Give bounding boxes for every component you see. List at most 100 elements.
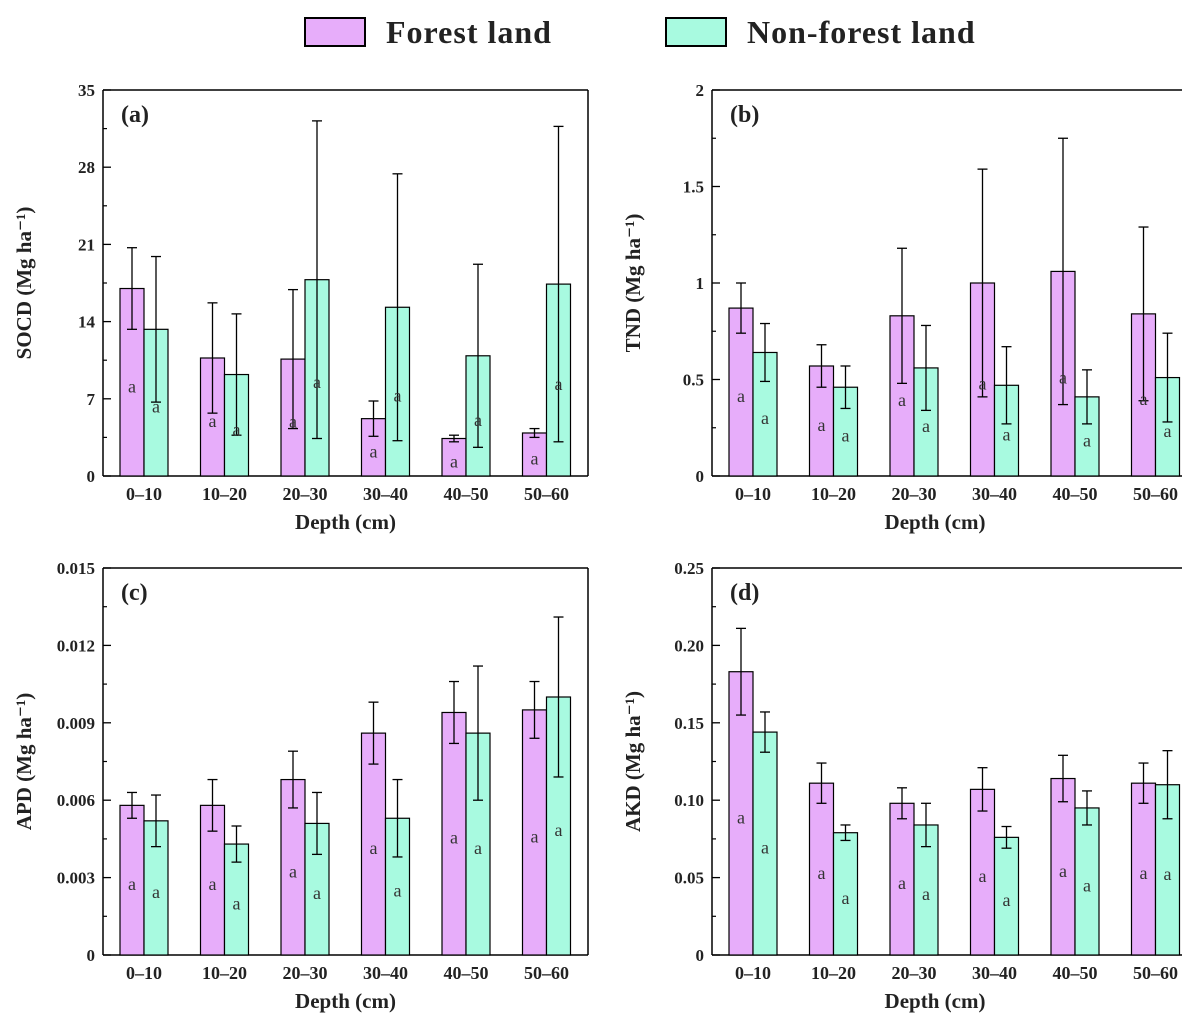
significance-letter: a bbox=[922, 416, 930, 436]
legend-label-forest: Forest land bbox=[386, 13, 552, 50]
y-tick-label: 14 bbox=[78, 313, 96, 332]
significance-letter: a bbox=[761, 408, 769, 428]
bar-nonforest bbox=[993, 836, 1020, 956]
x-tick-label: 0–10 bbox=[735, 484, 771, 504]
significance-letter: a bbox=[842, 888, 850, 908]
bar-forest bbox=[728, 671, 754, 956]
y-tick-label: 0.25 bbox=[674, 559, 704, 578]
x-tick-label: 50–60 bbox=[1133, 484, 1178, 504]
x-tick-label: 10–20 bbox=[202, 484, 247, 504]
panel-label: (b) bbox=[730, 102, 759, 128]
significance-letter: a bbox=[1140, 389, 1148, 409]
x-tick-label: 0–10 bbox=[126, 963, 162, 983]
significance-letter: a bbox=[128, 874, 136, 894]
chart-panel-2: 00.511.520–10aa10–20aa20–30aa30–40aa40–5… bbox=[621, 81, 1182, 534]
x-tick-label: 0–10 bbox=[126, 484, 162, 504]
panel-label: (c) bbox=[121, 580, 148, 606]
significance-letter: a bbox=[1083, 875, 1091, 895]
chart-panel-4: 00.050.100.150.200.250–10aa10–20aa20–30a… bbox=[621, 559, 1182, 1013]
y-tick-label: 2 bbox=[696, 81, 705, 100]
significance-letter: a bbox=[1164, 421, 1172, 441]
x-tick-label: 20–30 bbox=[283, 484, 328, 504]
legend: Forest land Non-forest land bbox=[0, 0, 1182, 60]
y-tick-label: 0.20 bbox=[674, 636, 704, 655]
y-tick-label: 0 bbox=[696, 946, 705, 965]
significance-letter: a bbox=[818, 863, 826, 883]
x-tick-label: 30–40 bbox=[363, 963, 408, 983]
x-tick-label: 20–30 bbox=[283, 963, 328, 983]
x-tick-label: 0–10 bbox=[735, 963, 771, 983]
bar-forest bbox=[119, 287, 145, 477]
significance-letter: a bbox=[152, 882, 160, 902]
y-tick-label: 0.003 bbox=[57, 869, 95, 888]
y-tick-label: 0.012 bbox=[57, 636, 95, 655]
legend-label-nonforest: Non-forest land bbox=[747, 13, 976, 50]
x-axis-label: Depth (cm) bbox=[885, 510, 986, 534]
x-tick-label: 10–20 bbox=[202, 963, 247, 983]
significance-letter: a bbox=[531, 826, 539, 846]
significance-letter: a bbox=[450, 451, 458, 471]
significance-letter: a bbox=[737, 386, 745, 406]
y-axis-label: APD (Mg ha⁻¹) bbox=[12, 693, 36, 831]
x-tick-label: 30–40 bbox=[363, 484, 408, 504]
bar-nonforest bbox=[465, 732, 491, 956]
significance-letter: a bbox=[979, 374, 987, 394]
significance-letter: a bbox=[233, 894, 241, 914]
significance-letter: a bbox=[450, 828, 458, 848]
significance-letter: a bbox=[1003, 425, 1011, 445]
x-tick-label: 10–20 bbox=[811, 484, 856, 504]
x-tick-label: 20–30 bbox=[892, 963, 937, 983]
significance-letter: a bbox=[474, 838, 482, 858]
legend-swatch-forest bbox=[304, 17, 366, 47]
significance-letter: a bbox=[979, 866, 987, 886]
x-tick-label: 20–30 bbox=[892, 484, 937, 504]
significance-letter: a bbox=[1003, 890, 1011, 910]
significance-letter: a bbox=[474, 410, 482, 430]
y-axis-label: SOCD (Mg ha⁻¹) bbox=[12, 207, 36, 360]
significance-letter: a bbox=[531, 448, 539, 468]
panel-label: (a) bbox=[121, 102, 149, 128]
x-tick-label: 40–50 bbox=[1053, 484, 1098, 504]
x-tick-label: 30–40 bbox=[972, 963, 1017, 983]
y-tick-label: 0 bbox=[87, 946, 96, 965]
bar-nonforest bbox=[832, 832, 859, 956]
significance-letter: a bbox=[555, 820, 563, 840]
bar-forest bbox=[808, 782, 835, 956]
x-tick-label: 40–50 bbox=[1053, 963, 1098, 983]
significance-letter: a bbox=[394, 881, 402, 901]
significance-letter: a bbox=[898, 390, 906, 410]
bar-forest bbox=[119, 804, 145, 956]
bar-forest bbox=[441, 437, 467, 477]
significance-letter: a bbox=[1059, 861, 1067, 881]
bar-nonforest bbox=[752, 731, 778, 956]
significance-letter: a bbox=[289, 861, 297, 881]
significance-letter: a bbox=[313, 372, 321, 392]
legend-item-nonforest: Non-forest land bbox=[665, 14, 976, 50]
significance-letter: a bbox=[233, 419, 241, 439]
significance-letter: a bbox=[289, 412, 297, 432]
x-tick-label: 50–60 bbox=[1133, 963, 1178, 983]
significance-letter: a bbox=[313, 883, 321, 903]
significance-letter: a bbox=[394, 386, 402, 406]
bar-nonforest bbox=[304, 822, 330, 956]
significance-letter: a bbox=[898, 873, 906, 893]
y-tick-label: 0.10 bbox=[674, 791, 704, 810]
significance-letter: a bbox=[152, 397, 160, 417]
x-axis-label: Depth (cm) bbox=[295, 510, 396, 534]
y-tick-label: 0.5 bbox=[683, 371, 704, 390]
y-tick-label: 0.05 bbox=[674, 869, 704, 888]
y-tick-label: 35 bbox=[78, 81, 95, 100]
x-tick-label: 50–60 bbox=[524, 484, 569, 504]
significance-letter: a bbox=[1140, 863, 1148, 883]
significance-letter: a bbox=[737, 807, 745, 827]
significance-letter: a bbox=[761, 838, 769, 858]
x-axis-label: Depth (cm) bbox=[295, 989, 396, 1013]
y-tick-label: 1.5 bbox=[683, 178, 704, 197]
x-tick-label: 30–40 bbox=[972, 484, 1017, 504]
y-tick-label: 7 bbox=[87, 390, 96, 409]
x-tick-label: 10–20 bbox=[811, 963, 856, 983]
significance-letter: a bbox=[209, 874, 217, 894]
significance-letter: a bbox=[818, 415, 826, 435]
